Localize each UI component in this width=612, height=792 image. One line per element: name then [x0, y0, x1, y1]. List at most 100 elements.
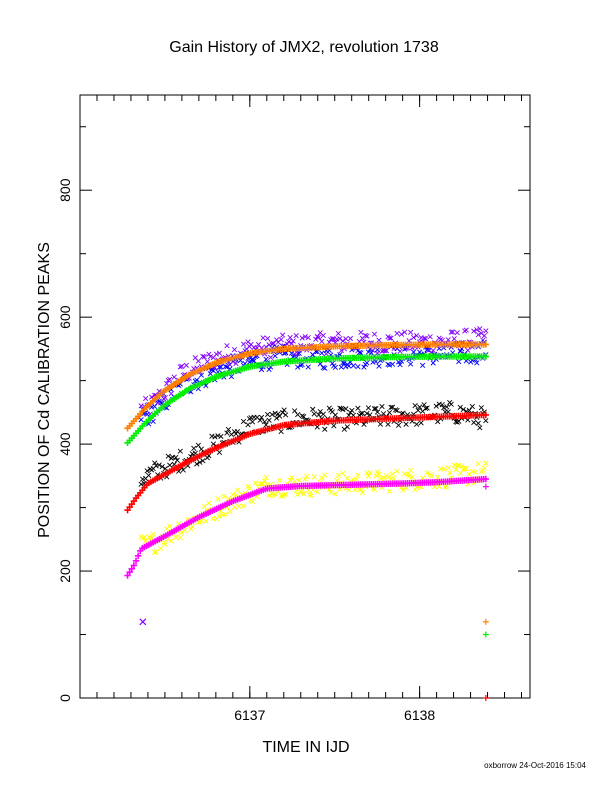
data-point [389, 361, 396, 367]
data-point [385, 474, 391, 480]
data-point [320, 411, 326, 417]
data-point [299, 335, 305, 341]
data-point [355, 363, 361, 370]
data-point [341, 360, 347, 366]
data-point [386, 488, 393, 494]
data-point [388, 404, 394, 411]
data-point [424, 470, 430, 476]
data-point [385, 361, 391, 367]
data-point [143, 538, 149, 544]
data-point [389, 471, 396, 477]
x-axis-ticks: 6137 6138 [96, 95, 523, 723]
data-point [376, 363, 382, 369]
data-point [167, 523, 173, 529]
data-point [331, 423, 337, 429]
data-point [224, 430, 230, 436]
data-point [475, 332, 481, 338]
data-point [353, 476, 360, 483]
data-point [295, 411, 301, 418]
data-point [260, 335, 266, 341]
data-point [401, 329, 408, 335]
data-point [386, 362, 393, 368]
data-point [421, 335, 427, 341]
y-tick-label: 800 [57, 178, 73, 202]
data-point [295, 492, 301, 498]
data-point [159, 464, 165, 470]
data-point [305, 364, 311, 370]
data-point [206, 500, 212, 506]
data-point [156, 462, 162, 468]
data-point [362, 332, 369, 339]
data-point [391, 476, 397, 482]
data-point [266, 492, 272, 499]
y-axis-ticks: 0 200 400 600 800 [57, 126, 530, 702]
series-fit [124, 341, 490, 432]
data-point [475, 461, 481, 467]
data-point [224, 364, 230, 370]
data-point [373, 473, 379, 479]
data-point [218, 433, 224, 440]
data-point [301, 491, 307, 497]
data-point [322, 426, 328, 432]
data-point [329, 336, 335, 342]
data-point [144, 468, 150, 474]
data-point [481, 465, 487, 471]
data-point [210, 368, 217, 374]
data-point [165, 453, 171, 459]
data-point [329, 360, 335, 367]
data-point [397, 362, 403, 368]
data-point [344, 424, 350, 430]
data-point [263, 474, 269, 480]
data-point [213, 351, 220, 357]
data-point [277, 477, 283, 483]
data-point [278, 428, 284, 435]
data-point [260, 481, 266, 487]
data-point [189, 523, 195, 530]
data-point [407, 361, 414, 367]
data-point [138, 481, 144, 487]
data-point [332, 412, 338, 418]
data-point [173, 534, 179, 540]
data-point [302, 476, 308, 482]
data-point [273, 415, 280, 421]
data-point [346, 487, 352, 493]
data-point [281, 407, 287, 413]
data-point [407, 467, 414, 474]
series-outlier [482, 695, 489, 701]
data-point [376, 471, 382, 477]
data-point [418, 335, 424, 341]
data-point [483, 328, 489, 334]
data-point [278, 337, 284, 343]
data-point [460, 406, 466, 413]
data-point [462, 466, 468, 472]
fit-point [134, 552, 142, 560]
data-point [194, 377, 200, 383]
data-point [364, 360, 370, 366]
data-point [335, 330, 341, 337]
y-tick-label: 400 [57, 432, 73, 456]
data-point [320, 364, 326, 371]
data-point [478, 405, 484, 411]
data-point [197, 459, 203, 465]
data-point [233, 431, 239, 437]
data-point [233, 360, 239, 367]
fit-point [132, 557, 140, 564]
data-point [340, 470, 346, 477]
data-point [376, 337, 382, 343]
data-point [475, 420, 481, 426]
series-data [138, 460, 489, 556]
data-point [249, 498, 256, 505]
plot-frame [79, 94, 531, 699]
data-point [198, 446, 204, 452]
data-point [453, 466, 459, 473]
data-point [442, 484, 448, 490]
data-point [305, 335, 311, 341]
data-point [311, 411, 317, 417]
series-data [138, 399, 489, 487]
data-point [283, 412, 289, 418]
data-point [280, 332, 286, 338]
data-point [385, 421, 391, 427]
data-point [410, 334, 417, 341]
series-fit [124, 475, 490, 579]
